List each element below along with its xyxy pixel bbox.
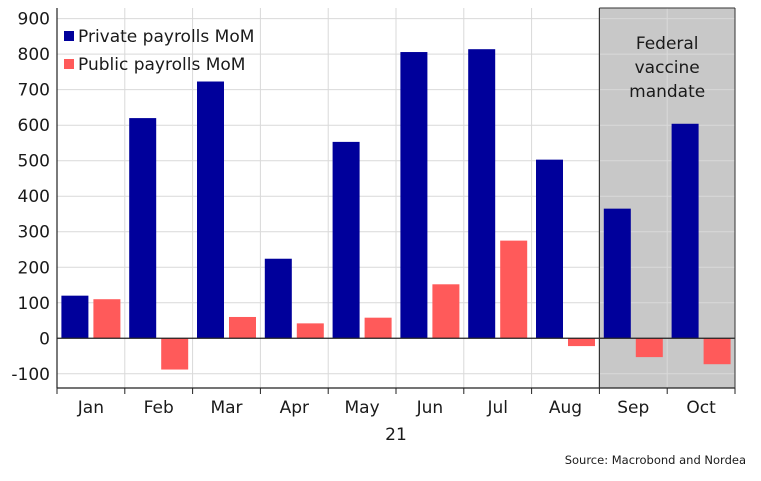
x-tick-label: Apr [280,398,309,418]
bar-public-sep [635,338,663,358]
bar-public-may [364,317,392,339]
y-tick-label: 300 [18,223,50,243]
y-tick-label: 900 [18,10,50,30]
bar-private-oct [671,123,699,339]
bar-private-feb [129,118,157,339]
x-tick-label: Jul [486,398,508,418]
y-tick-label: 500 [18,152,50,172]
source-note: Source: Macrobond and Nordea [565,453,746,467]
bar-public-jul [500,240,528,339]
bar-private-mar [197,81,224,339]
bar-private-aug [536,159,563,339]
legend-label: Private payrolls MoM [78,27,254,47]
x-tick-label: Mar [210,398,242,418]
bar-public-mar [229,316,256,339]
y-tick-label: -100 [11,365,50,385]
y-tick-label: 200 [18,258,50,278]
bar-public-feb [161,338,189,370]
bar-private-jul [468,49,496,339]
bar-public-oct [703,338,731,365]
y-tick-label: 100 [18,294,50,314]
bar-public-jan [93,299,121,339]
y-tick-label: 600 [18,116,50,136]
x-tick-label: May [345,398,380,418]
bar-public-aug [568,338,595,347]
y-tick-label: 700 [18,81,50,101]
x-tick-label: Jun [416,398,444,418]
bar-private-jun [400,52,428,339]
legend-label: Public payrolls MoM [78,55,245,75]
bar-public-apr [296,323,324,339]
x-tick-label: Feb [144,398,174,418]
bar-private-apr [264,258,292,339]
bar-public-jun [432,284,460,339]
x-tick-label: Jan [77,398,104,418]
x-tick-label: Oct [686,398,716,418]
y-tick-label: 800 [18,45,50,65]
y-tick-label: 0 [39,329,50,349]
y-tick-label: 400 [18,187,50,207]
bar-private-may [332,141,360,339]
x-tick-label: Aug [549,398,582,418]
bar-private-jan [61,295,89,339]
x-tick-label: Sep [617,398,649,418]
shaded-region-label: mandate [629,82,705,102]
bar-private-sep [603,208,631,339]
x-axis-label: 21 [385,425,407,445]
shaded-region-label: Federal [636,34,699,54]
legend-swatch [64,59,74,69]
legend-swatch [64,31,74,41]
shaded-region-label: vaccine [635,58,700,78]
